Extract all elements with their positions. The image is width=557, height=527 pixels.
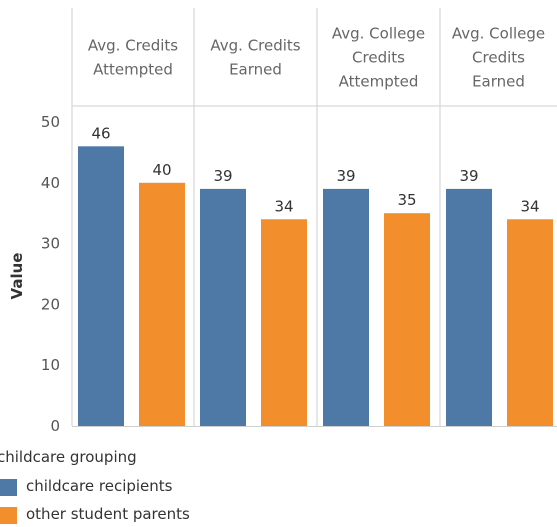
data-label: 34	[520, 197, 539, 215]
legend-label: childcare recipients	[26, 477, 173, 495]
data-label: 40	[152, 161, 171, 179]
bar	[261, 219, 307, 426]
bar	[446, 188, 492, 426]
bar	[78, 146, 124, 426]
legend-label: other student parents	[26, 505, 190, 523]
legend-swatch-childcare-recipients	[0, 479, 17, 496]
y-tick-label: 40	[41, 174, 60, 192]
bar	[384, 213, 430, 426]
legend-swatch-other-student-parents	[0, 507, 17, 524]
bar	[507, 219, 553, 426]
data-label: 39	[213, 167, 232, 185]
column-header: Avg. Credits Earned	[210, 36, 300, 78]
y-tick-label: 30	[41, 235, 60, 253]
y-tick-label: 50	[41, 113, 60, 131]
bar	[139, 182, 185, 426]
data-label: 35	[397, 191, 416, 209]
legend-title: childcare grouping	[0, 448, 137, 466]
y-axis-label: Value	[8, 253, 26, 300]
y-tick-label: 0	[50, 417, 60, 435]
data-label: 39	[459, 167, 478, 185]
data-label: 46	[91, 124, 110, 142]
data-label: 34	[274, 197, 293, 215]
data-label: 39	[336, 167, 355, 185]
column-header: Avg. College Credits Earned	[452, 24, 545, 90]
column-header: Avg. Credits Attempted	[88, 36, 178, 78]
column-header: Avg. College Credits Attempted	[332, 24, 425, 90]
bar	[200, 188, 246, 426]
bar	[323, 188, 369, 426]
y-tick-label: 20	[41, 295, 60, 313]
y-tick-label: 10	[41, 356, 60, 374]
